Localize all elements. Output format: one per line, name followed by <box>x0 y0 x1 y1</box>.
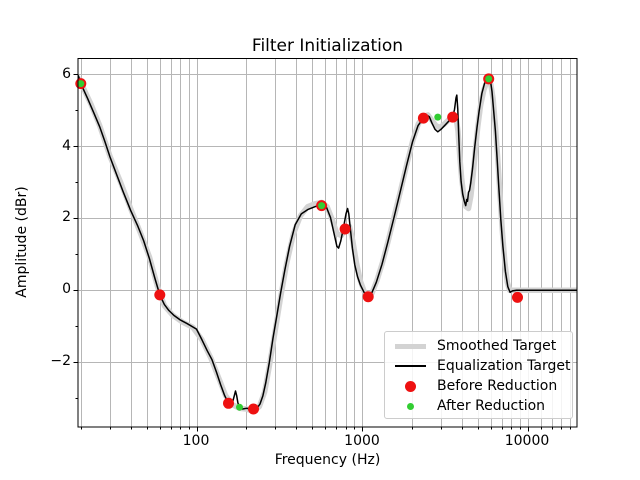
y-axis-label: Amplitude (dBr) <box>14 186 30 298</box>
green-dot-swatch <box>406 402 414 410</box>
point-before-reduction <box>417 112 429 124</box>
legend-swatch-equalization-target <box>393 365 427 367</box>
x-axis-label: Frequency (Hz) <box>274 452 381 468</box>
x-tick-label-100: 100 <box>182 433 210 449</box>
point-after-reduction <box>318 202 326 210</box>
legend-item-before-reduction: Before Reduction <box>393 376 572 396</box>
y-tick-label-0: 0 <box>62 281 71 297</box>
point-after-reduction <box>236 403 243 411</box>
y-tick-label-4: 4 <box>62 138 71 154</box>
y-tick-label-6: 6 <box>62 66 71 82</box>
point-after-reduction <box>434 113 442 121</box>
legend-label: Before Reduction <box>437 378 558 394</box>
point-before-reduction <box>339 223 351 235</box>
point-before-reduction <box>248 403 259 415</box>
point-before-reduction <box>154 289 166 301</box>
point-before-reduction <box>223 397 234 409</box>
legend-swatch-smoothed-target <box>393 343 427 349</box>
point-before-reduction <box>447 111 459 123</box>
legend-label: Equalization Target <box>437 358 571 374</box>
plot-frame <box>77 58 578 428</box>
legend-item-smoothed-target: Smoothed Target <box>393 336 572 356</box>
legend-item-equalization-target: Equalization Target <box>393 356 572 376</box>
point-after-reduction <box>77 80 85 88</box>
thin-line-swatch <box>394 365 426 367</box>
legend-swatch-after-reduction <box>393 402 427 410</box>
y-tick-label-2: 2 <box>62 209 71 225</box>
x-tick-label-10000: 10000 <box>504 433 550 449</box>
point-after-reduction <box>485 75 493 83</box>
legend-label: Smoothed Target <box>437 338 557 354</box>
y-tick-label-neg2: −2 <box>50 353 71 369</box>
point-before-reduction <box>512 291 523 303</box>
legend-item-after-reduction: After Reduction <box>393 396 572 416</box>
legend: Smoothed Target Equalization Target Befo… <box>384 331 573 419</box>
x-tick-label-1000: 1000 <box>344 433 380 449</box>
chart-title: Filter Initialization <box>251 36 404 56</box>
legend-swatch-before-reduction <box>393 380 427 392</box>
red-dot-swatch <box>404 380 416 392</box>
legend-label: After Reduction <box>437 398 546 414</box>
point-before-reduction <box>362 291 374 303</box>
thick-line-swatch <box>394 343 426 349</box>
